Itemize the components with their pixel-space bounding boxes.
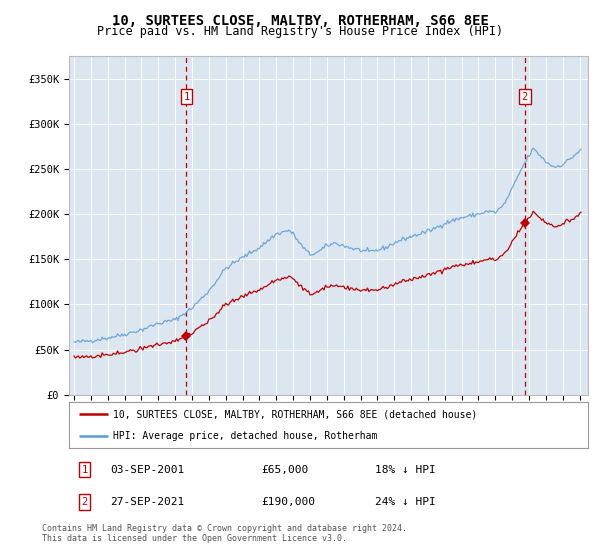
Text: HPI: Average price, detached house, Rotherham: HPI: Average price, detached house, Roth… (113, 431, 377, 441)
Text: Price paid vs. HM Land Registry's House Price Index (HPI): Price paid vs. HM Land Registry's House … (97, 25, 503, 38)
Text: 10, SURTEES CLOSE, MALTBY, ROTHERHAM, S66 8EE (detached house): 10, SURTEES CLOSE, MALTBY, ROTHERHAM, S6… (113, 409, 478, 419)
Text: 18% ↓ HPI: 18% ↓ HPI (375, 465, 436, 475)
Text: 03-SEP-2001: 03-SEP-2001 (110, 465, 185, 475)
Text: £65,000: £65,000 (261, 465, 308, 475)
Text: 2: 2 (82, 497, 88, 507)
Text: 27-SEP-2021: 27-SEP-2021 (110, 497, 185, 507)
Text: 1: 1 (82, 465, 88, 475)
Text: 1: 1 (184, 92, 190, 102)
Text: 10, SURTEES CLOSE, MALTBY, ROTHERHAM, S66 8EE: 10, SURTEES CLOSE, MALTBY, ROTHERHAM, S6… (112, 14, 488, 28)
Text: £190,000: £190,000 (261, 497, 315, 507)
Text: 2: 2 (521, 92, 528, 102)
Text: 24% ↓ HPI: 24% ↓ HPI (375, 497, 436, 507)
Text: Contains HM Land Registry data © Crown copyright and database right 2024.
This d: Contains HM Land Registry data © Crown c… (42, 524, 407, 543)
